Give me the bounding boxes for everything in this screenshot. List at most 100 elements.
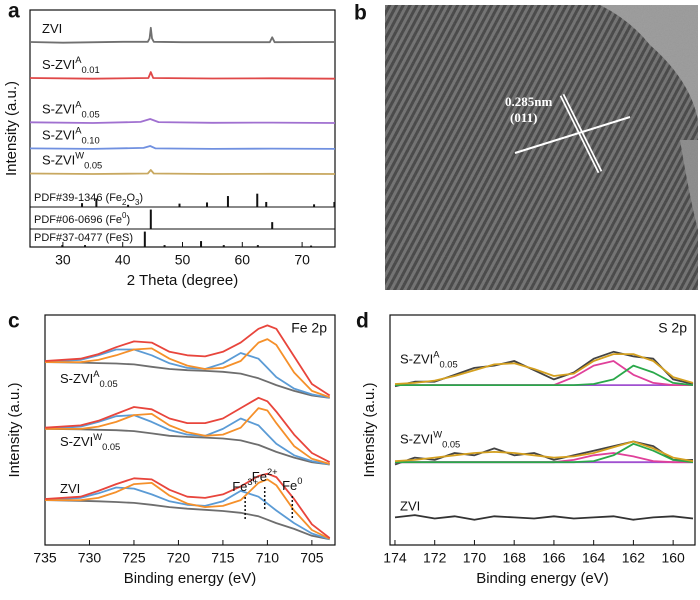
label-text: PDF#37-0477 (FeS): [34, 232, 133, 244]
spectrum-line: [29, 71, 336, 80]
label-sub: 3: [135, 198, 140, 207]
label: S-ZVIA0.05: [42, 100, 100, 120]
label-text: S-ZVI: [42, 153, 75, 168]
label-text: Fe: [232, 479, 247, 494]
cross-line: [514, 116, 631, 154]
label-sup: A: [75, 55, 82, 65]
plot-frame: [389, 314, 696, 546]
x-tick-label: 160: [661, 550, 685, 566]
spectrum-line: [394, 440, 693, 466]
label-sub: 0.05: [81, 110, 99, 120]
spectrum-line: [394, 514, 694, 521]
label-text: PDF#39-1346 (Fe: [34, 192, 122, 204]
label-sup: W: [93, 432, 102, 442]
spectrum-line: [395, 364, 694, 386]
label: S-ZVIW0.05: [400, 430, 460, 450]
x-axis-label: Binding energy (eV): [476, 570, 609, 587]
x-tick-label: 50: [175, 252, 191, 268]
label-text: ZVI: [42, 21, 62, 36]
spectrum-line: [44, 472, 331, 539]
noise: [385, 5, 698, 290]
spectrum-line: [45, 407, 330, 465]
spectrum-line: [29, 118, 336, 124]
label-sub: 0.10: [81, 136, 99, 146]
label-text: S-ZVI: [400, 352, 433, 367]
spectrum-line: [44, 499, 330, 541]
x-tick-label: 705: [300, 550, 324, 566]
label: ZVI: [42, 21, 62, 36]
label-text: ZVI: [400, 499, 420, 514]
label-sup: 0: [297, 476, 302, 486]
spacing-label: 0.285nm: [505, 94, 552, 109]
x-tick-label: 162: [622, 550, 646, 566]
label: ZVI: [60, 482, 80, 497]
plane-label: (011): [510, 110, 537, 125]
label-sup: W: [75, 151, 84, 161]
x-tick-label: 735: [33, 550, 57, 566]
y-axis-label: Intensity (a.u.): [3, 81, 20, 176]
label: S-ZVIA0.01: [42, 55, 100, 75]
x-tick-label: 166: [542, 550, 566, 566]
spectrum-line: [45, 478, 331, 540]
spectrum-line: [44, 396, 331, 463]
label-text: S-ZVI: [60, 372, 93, 387]
x-axis-label: 2 Theta (degree): [127, 272, 238, 289]
label: S-ZVIA0.05: [400, 350, 458, 370]
panel-title: Fe 2p: [291, 320, 327, 336]
x-tick-label: 30: [55, 252, 71, 268]
label: S-ZVIA0.10: [42, 126, 100, 146]
panel-letter: a: [8, 0, 20, 23]
panel-letter: c: [8, 310, 20, 333]
plot-frame: [44, 314, 336, 546]
label-sup: 0: [122, 211, 127, 220]
label-text: S-ZVI: [42, 102, 75, 117]
spectrum-line: [44, 428, 330, 466]
x-tick-label: 168: [503, 550, 527, 566]
x-tick-label: 715: [211, 550, 235, 566]
spectrum-line: [395, 442, 694, 464]
label-sup: 3+: [247, 477, 258, 487]
label-sub: 0.05: [442, 440, 460, 450]
label-text: S-ZVI: [60, 434, 93, 449]
x-tick-label: 174: [383, 550, 407, 566]
label: ZVI: [400, 499, 420, 514]
label-text: Fe: [252, 469, 267, 484]
label-text: ZVI: [60, 482, 80, 497]
x-tick-label: 170: [463, 550, 487, 566]
label-text: Fe: [282, 478, 297, 493]
panel-letter: d: [356, 310, 369, 333]
label-sub: 2: [122, 198, 126, 207]
label: Fe3+: [232, 477, 258, 494]
y-axis-label: Intensity (a.u.): [6, 382, 23, 477]
label: PDF#37-0477 (FeS): [34, 232, 133, 244]
label-text: O: [126, 192, 135, 204]
panel-title: S 2p: [658, 320, 687, 336]
spectrum-line: [29, 169, 336, 175]
spectrum-line: [44, 324, 331, 397]
x-tick-label: 164: [582, 550, 606, 566]
label: Fe0: [282, 476, 302, 493]
label: Fe2+: [252, 467, 278, 484]
spectrum-line: [29, 26, 336, 44]
label: S-ZVIA0.05: [60, 370, 118, 390]
label-sub: 0.05: [439, 360, 457, 370]
label-sub: 0.05: [102, 442, 120, 452]
spectrum-line: [44, 361, 330, 399]
label-text: ): [126, 214, 130, 226]
label: PDF#39-1346 (Fe2O3): [34, 192, 143, 207]
x-tick-label: 725: [122, 550, 146, 566]
label-sub: 0.05: [84, 161, 102, 171]
label-text: ): [139, 192, 143, 204]
spectrum-line: [45, 338, 331, 399]
label-text: S-ZVI: [42, 128, 75, 143]
panel-letter: b: [354, 2, 367, 25]
label-sup: A: [433, 350, 440, 360]
spectrum-line: [394, 440, 694, 462]
x-axis-label: Binding energy (eV): [124, 570, 257, 587]
spectrum-line: [29, 145, 336, 150]
x-tick-label: 70: [294, 252, 310, 268]
label: S-ZVIW0.05: [42, 151, 102, 171]
x-tick-label: 172: [423, 550, 447, 566]
